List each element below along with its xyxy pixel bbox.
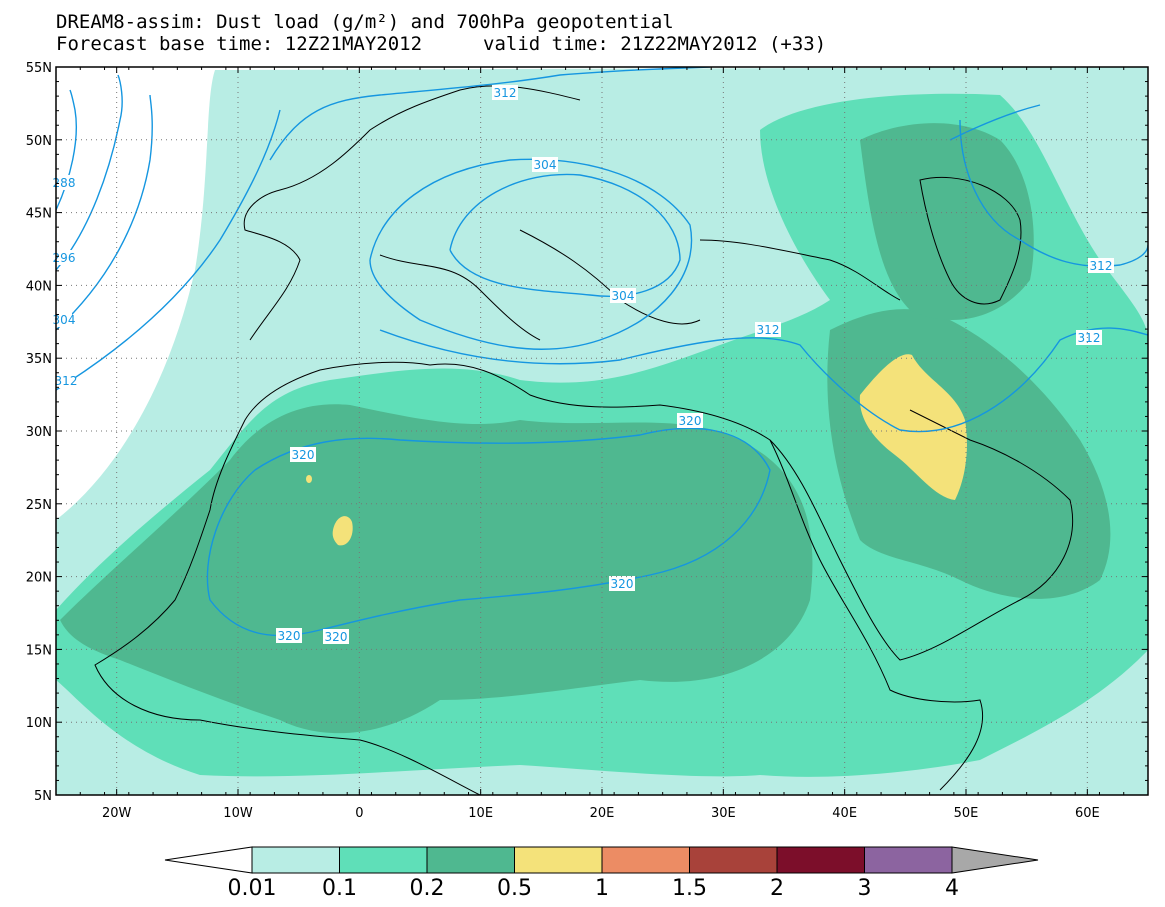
- geopotential-contours: [56, 67, 1148, 637]
- contour-304-inner: [449, 173, 681, 297]
- gridlines: [56, 67, 1148, 795]
- colorbar-swatch: [601, 846, 690, 874]
- longitude-labels: 20W 10W 0 10E 20E 30E 40E 50E 60E: [102, 806, 1100, 821]
- lat-label: 50N: [26, 134, 52, 149]
- colorbar-label: 4: [945, 876, 959, 901]
- contour-label: 304: [53, 313, 76, 327]
- lon-label: 50E: [954, 806, 979, 821]
- contour-288: [56, 89, 78, 211]
- colorbar-swatch: [426, 846, 515, 874]
- lon-label: 20E: [590, 806, 615, 821]
- dust-level-0.5-spot: [306, 475, 312, 483]
- lat-label: 25N: [26, 498, 52, 513]
- dust-level-0.2-sahara: [60, 404, 813, 734]
- colorbar: 0.01 0.1 0.2 0.5 1 1.5 2 3 4: [164, 846, 1039, 901]
- contour-312-west: [56, 109, 281, 391]
- lon-label: 10E: [468, 806, 493, 821]
- contour-label: 320: [611, 577, 634, 591]
- colorbar-low-arrow: [164, 846, 253, 874]
- contour-label: 312: [757, 323, 780, 337]
- contour-312-caspian: [949, 104, 1148, 267]
- europe-coastline: [243, 85, 901, 341]
- forecast-base-time: Forecast base time: 12Z21MAY2012: [56, 33, 423, 55]
- contour-label: 320: [679, 414, 702, 428]
- lon-label: 10W: [223, 806, 253, 821]
- africa-coastline: [94, 361, 984, 795]
- dust-level-0.2-caspian: [860, 123, 1034, 320]
- map-title: DREAM8-assim: Dust load (g/m²) and 700hP…: [56, 11, 674, 33]
- contour-label: 320: [292, 448, 315, 462]
- contour-320-sahara: [206, 427, 771, 637]
- colorbar-label: 0.01: [228, 876, 277, 901]
- lat-label: 20N: [26, 571, 52, 586]
- colorbar-label: 0.1: [322, 876, 357, 901]
- colorbar-swatch: [251, 846, 340, 874]
- colorbar-label: 0.2: [410, 876, 445, 901]
- colorbar-label: 2: [770, 876, 784, 901]
- contour-312-north: [269, 67, 711, 161]
- lat-label: 30N: [26, 425, 52, 440]
- contour-label: 312: [1078, 331, 1101, 345]
- dust-level-0.5-algeria: [332, 516, 353, 546]
- contour-label: 312: [55, 374, 78, 388]
- colorbar-swatch: [776, 846, 865, 874]
- contour-312-med: [379, 327, 1148, 433]
- axis-ticks: [55, 66, 1149, 796]
- colorbar-swatch: [514, 846, 603, 874]
- latitude-labels: 55N 50N 45N 40N 35N 30N 25N 20N 15N 10N 5N: [26, 61, 52, 804]
- colorbar-swatch: [864, 846, 953, 874]
- contour-304-west: [56, 94, 153, 331]
- contour-label: 296: [53, 251, 76, 265]
- lat-label: 40N: [26, 279, 52, 294]
- contour-labels: 312 304 304 312 312 320 320 320 320 320 …: [53, 85, 1114, 644]
- contour-label: 312: [1090, 259, 1113, 273]
- coastlines: [94, 85, 1074, 795]
- contour-label: 312: [494, 86, 517, 100]
- lat-label: 55N: [26, 61, 52, 76]
- lon-label: 30E: [711, 806, 736, 821]
- lat-label: 15N: [26, 643, 52, 658]
- lat-label: 5N: [34, 789, 52, 804]
- colorbar-high-arrow: [951, 846, 1039, 874]
- colorbar-swatch: [339, 846, 428, 874]
- lon-label: 0: [355, 806, 363, 821]
- caspian-coastline: [919, 176, 1022, 305]
- lon-label: 60E: [1075, 806, 1100, 821]
- colorbar-label: 1: [595, 876, 609, 901]
- colorbar-swatch: [689, 846, 778, 874]
- lat-label: 35N: [26, 352, 52, 367]
- contour-label: 288: [53, 176, 76, 190]
- lat-label: 45N: [26, 207, 52, 222]
- lon-label: 20W: [102, 806, 132, 821]
- arabia-coastline: [769, 409, 1074, 661]
- contour-label: 320: [325, 630, 348, 644]
- colorbar-label: 3: [858, 876, 872, 901]
- contour-296: [56, 74, 123, 271]
- contour-label: 320: [278, 629, 301, 643]
- dust-level-0.5-iraq: [859, 354, 967, 500]
- valid-time: valid time: 21Z22MAY2012 (+33): [483, 33, 827, 55]
- contour-304-outer: [369, 158, 693, 350]
- contour-label: 304: [612, 289, 635, 303]
- colorbar-label: 0.5: [497, 876, 532, 901]
- contour-label: 304: [534, 158, 557, 172]
- lon-label: 40E: [832, 806, 857, 821]
- lat-label: 10N: [26, 716, 52, 731]
- colorbar-label: 1.5: [672, 876, 707, 901]
